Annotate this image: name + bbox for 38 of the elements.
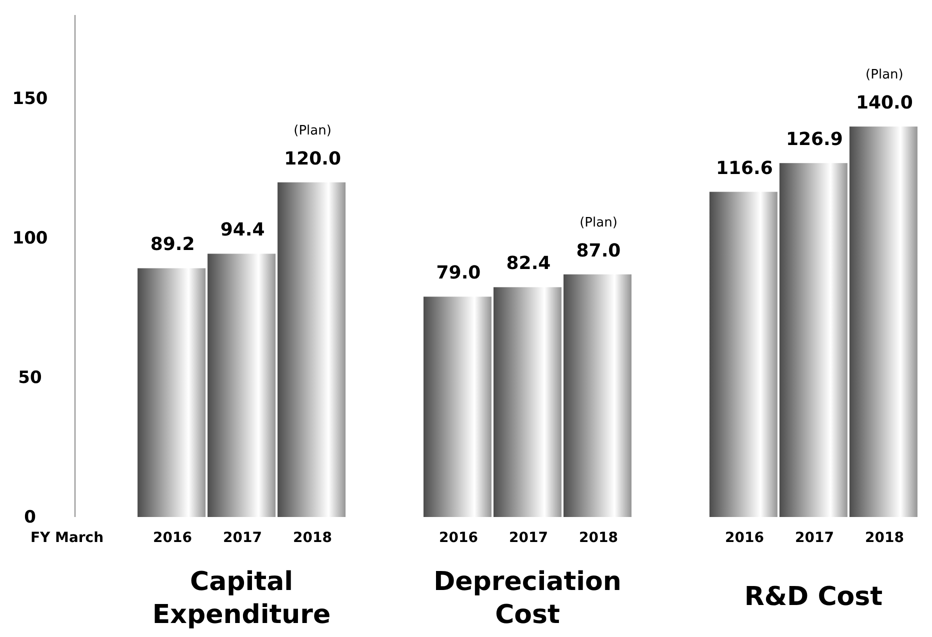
y-tick-label: 0 xyxy=(24,507,36,528)
bar xyxy=(779,163,848,517)
text: 2017 xyxy=(509,530,548,546)
text: 87.0 xyxy=(576,240,621,262)
x-tick-label: Capital Expenditure xyxy=(152,567,331,630)
series-label: 2016 xyxy=(153,530,192,546)
bar xyxy=(564,274,632,517)
bar xyxy=(849,126,918,517)
annotation: (Plan) xyxy=(866,68,904,83)
text: 89.2 xyxy=(150,234,195,256)
y-tick-label: 150 xyxy=(12,89,48,110)
bar xyxy=(278,182,346,517)
text: 2016 xyxy=(724,530,764,546)
bar xyxy=(709,192,778,517)
text: 94.4 xyxy=(220,220,265,241)
series-label: 2017 xyxy=(223,530,262,546)
text: 82.4 xyxy=(506,253,551,274)
bar xyxy=(494,287,562,517)
annotation: (Plan) xyxy=(294,123,332,138)
text: 140.0 xyxy=(856,92,913,114)
y-tick-label: 50 xyxy=(18,368,42,388)
text: 79.0 xyxy=(436,262,481,284)
x-tick-label: Depreciation Cost xyxy=(434,567,622,630)
text: 2018 xyxy=(579,530,618,546)
x-tick-label: R&D Cost xyxy=(744,582,883,612)
x-axis-title: FY March xyxy=(30,530,104,546)
bar xyxy=(424,296,492,517)
text: 2018 xyxy=(864,530,904,546)
text: 120.0 xyxy=(284,148,342,170)
text: 116.6 xyxy=(716,158,773,179)
series-label: 2018 xyxy=(293,530,332,546)
y-tick-label: 100 xyxy=(12,228,48,249)
text: 2017 xyxy=(794,530,834,546)
annotation: (Plan) xyxy=(580,215,618,230)
text: 126.9 xyxy=(786,129,843,150)
bar xyxy=(208,254,276,517)
text: 2016 xyxy=(439,530,478,546)
bar xyxy=(138,268,206,517)
